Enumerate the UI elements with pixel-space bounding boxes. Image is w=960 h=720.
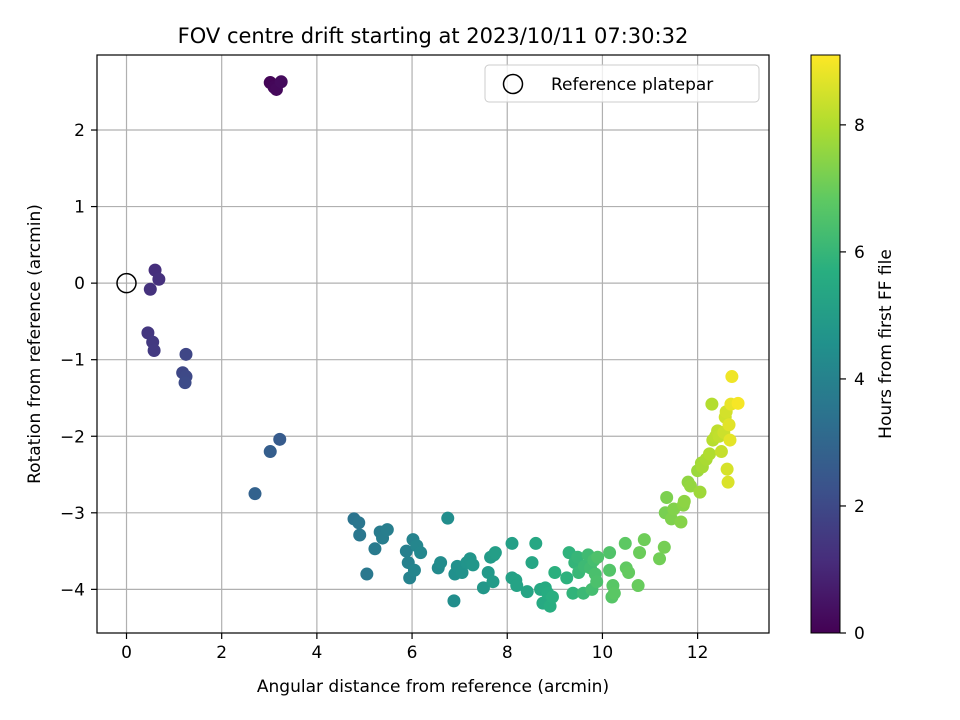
scatter-point xyxy=(263,445,277,459)
y-tick-label: 1 xyxy=(74,198,85,218)
colorbar-tick-label: 8 xyxy=(854,116,865,136)
legend-label: Reference platepar xyxy=(551,75,713,95)
scatter-point xyxy=(674,515,688,529)
scatter-point xyxy=(178,376,192,390)
scatter-point xyxy=(486,575,500,589)
scatter-point xyxy=(683,479,697,493)
x-axis-label: Angular distance from reference (arcmin) xyxy=(257,677,609,697)
scatter-point xyxy=(631,579,645,593)
scatter-point xyxy=(434,556,448,570)
scatter-point xyxy=(380,523,394,537)
scatter-point xyxy=(714,445,728,459)
reference-marker-layer xyxy=(116,272,137,294)
scatter-point xyxy=(274,75,288,89)
scatter-point xyxy=(525,556,539,570)
colorbar-tick-label: 6 xyxy=(854,243,865,263)
scatter-point xyxy=(560,571,574,585)
scatter-point xyxy=(590,575,604,589)
scatter-point xyxy=(455,566,469,580)
scatter-point xyxy=(529,536,543,550)
scatter-point xyxy=(147,344,161,358)
y-tick-label: 2 xyxy=(74,121,85,141)
colorbar-tick-label: 0 xyxy=(854,624,865,644)
scatter-point xyxy=(414,546,428,560)
scatter-point xyxy=(703,447,717,461)
x-tick-label: 0 xyxy=(121,643,132,663)
scatter-point xyxy=(607,586,621,600)
scatter-point xyxy=(545,590,559,604)
y-tick-label: −1 xyxy=(60,351,85,371)
scatter-point xyxy=(720,462,734,476)
scatter-point xyxy=(505,536,519,550)
scatter-point xyxy=(273,432,287,446)
colorbar: 0 2 4 6 8 Hours from first FF file xyxy=(810,54,896,644)
scatter-point xyxy=(660,490,674,504)
scatter-point xyxy=(476,581,490,595)
scatter-point xyxy=(731,396,745,410)
scatter-point xyxy=(633,546,647,560)
scatter-point xyxy=(179,347,193,361)
x-tick-label: 12 xyxy=(687,643,709,663)
scatter-point xyxy=(653,552,667,566)
scatter-point xyxy=(603,546,617,560)
legend-reference-marker xyxy=(502,73,524,95)
reference-platepar-marker xyxy=(116,272,137,294)
scatter-point xyxy=(399,544,413,558)
scatter-point xyxy=(693,485,707,499)
chart-title: FOV centre drift starting at 2023/10/11 … xyxy=(178,24,689,48)
scatter-point xyxy=(705,397,719,411)
scatter-point xyxy=(447,594,461,608)
scatter-point xyxy=(622,566,636,580)
scatter-point xyxy=(441,511,455,525)
scatter-point xyxy=(591,550,605,564)
scatter-point xyxy=(637,533,651,547)
colorbar-label: Hours from first FF file xyxy=(876,249,896,439)
legend: Reference platepar xyxy=(484,64,760,103)
grid xyxy=(97,55,769,633)
scatter-point xyxy=(721,475,735,489)
scatter-point xyxy=(657,540,671,554)
scatter-point xyxy=(603,563,617,577)
plot-frame xyxy=(96,54,770,634)
y-tick-label: 0 xyxy=(74,274,85,294)
y-tick-label: −4 xyxy=(60,580,85,600)
scatter-point xyxy=(143,282,157,296)
scatter-point xyxy=(466,558,480,572)
legend-box xyxy=(484,64,760,103)
scatter-point xyxy=(723,433,737,447)
scatter-point xyxy=(368,542,382,556)
colorbar-tick-label: 2 xyxy=(854,497,865,517)
x-tick-label: 6 xyxy=(407,643,418,663)
x-axis-ticks: 0 2 4 6 8 10 12 xyxy=(121,633,708,663)
y-tick-label: −3 xyxy=(60,504,85,524)
colorbar-gradient xyxy=(810,54,841,634)
scatter-point xyxy=(510,579,524,593)
scatter-point xyxy=(677,494,691,508)
scatter-point xyxy=(152,272,166,286)
y-tick-label: −2 xyxy=(60,427,85,447)
scatter-point xyxy=(618,536,632,550)
scatter-point xyxy=(488,546,502,560)
scatter-point xyxy=(352,516,366,530)
scatter-point xyxy=(725,370,739,384)
scatter-point xyxy=(571,550,585,564)
scatter-point xyxy=(407,563,421,577)
colorbar-tick-label: 4 xyxy=(854,370,865,390)
scatter-point xyxy=(248,487,262,501)
scatter-point xyxy=(722,418,736,432)
scatter-point xyxy=(520,585,534,599)
x-tick-label: 4 xyxy=(311,643,322,663)
colorbar-ticks: 0 2 4 6 8 xyxy=(840,116,865,644)
x-tick-label: 10 xyxy=(592,643,614,663)
data-points xyxy=(141,75,745,613)
x-tick-label: 8 xyxy=(502,643,513,663)
x-tick-label: 2 xyxy=(216,643,227,663)
y-axis-label: Rotation from reference (arcmin) xyxy=(25,204,45,484)
scatter-point xyxy=(548,566,562,580)
scatter-point xyxy=(566,586,580,600)
scatter-point xyxy=(353,528,367,542)
scatter-point xyxy=(360,567,374,581)
y-axis-ticks: −4 −3 −2 −1 0 1 2 xyxy=(60,121,97,600)
